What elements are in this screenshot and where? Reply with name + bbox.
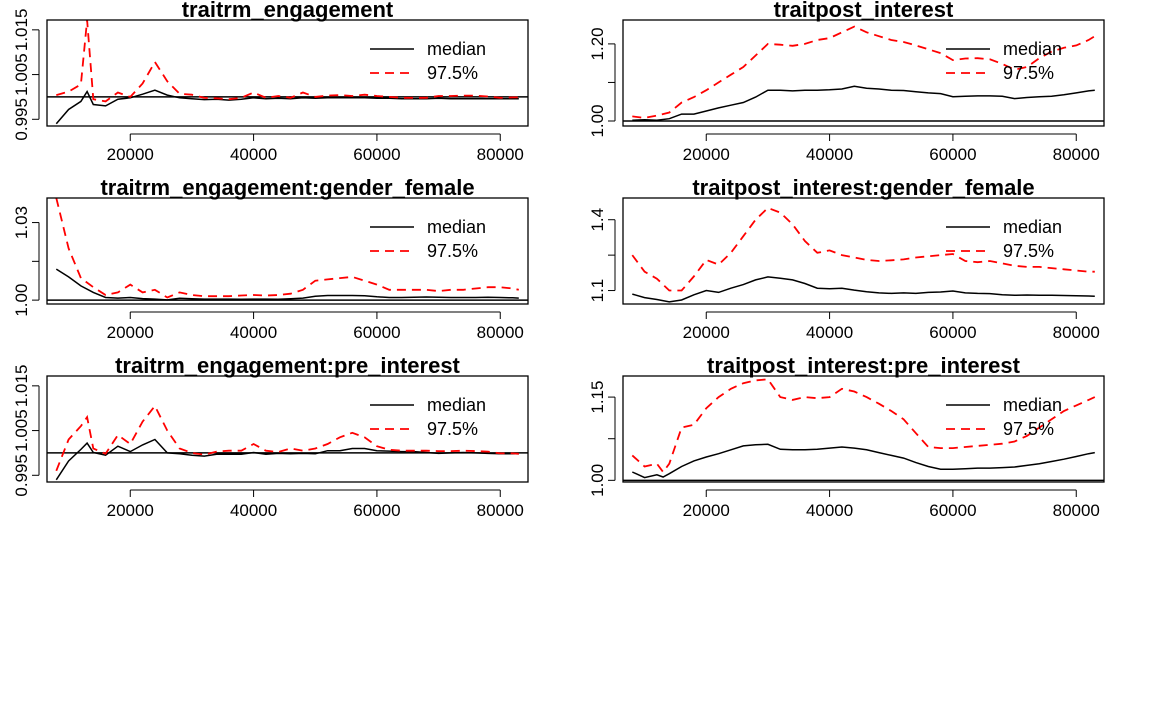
x-tick-label: 60000 [929,501,976,520]
series-median-line [632,276,1095,303]
series-97-5-line [631,378,1096,474]
panel-title: traitpost_interest:gender_female [692,175,1034,200]
legend-median-label: median [1003,217,1062,237]
y-tick-label: 1.005 [12,409,31,452]
series-97-5-line [55,404,519,472]
y-tick-label: 1.20 [588,27,607,60]
x-tick-label: 80000 [1053,501,1100,520]
x-tick-label: 20000 [683,145,730,164]
legend-median-label: median [1003,39,1062,59]
x-tick-label: 20000 [107,323,154,342]
x-tick-label: 40000 [230,323,277,342]
legend-97-5-label: 97.5% [427,241,478,261]
panel-traitrm-engagement: traitrm_engagement 20000 40000 60000 80000 0.… [12,0,529,164]
plot-frame [622,375,1105,483]
panel-title: traitpost_interest:pre_interest [707,353,1021,378]
legend-median-label: median [427,39,486,59]
x-tick-label: 80000 [477,145,524,164]
plot-frame [46,197,529,305]
legend-median-label: median [427,395,486,415]
plot-frame [46,19,529,127]
plot-frame [622,197,1105,305]
panel-traitpost-interest: traitpost_interest 20000 40000 60000 80000 1.… [588,0,1105,164]
series-97-5-line [631,206,1095,292]
y-tick-label: 0.995 [12,98,31,141]
y-tick-label: 1.00 [588,104,607,137]
plot-area [47,20,528,125]
legend-97-5-label: 97.5% [1003,241,1054,261]
series-median-line [632,85,1095,121]
x-tick-label: 80000 [477,501,524,520]
plot-area [623,25,1104,122]
x-tick-label: 60000 [353,145,400,164]
legend-median-label: median [1003,395,1062,415]
y-tick-label: 1.015 [12,365,31,408]
x-tick-label: 20000 [107,501,154,520]
panel-traitpost-interest-pre-interest: traitpost_interest:pre_interest 20000 4000… [588,353,1105,520]
y-tick-label: 1.00 [12,284,31,317]
x-tick-label: 40000 [806,501,853,520]
x-tick-label: 20000 [683,501,730,520]
panel-title: traitrm_engagement:gender_female [100,175,474,200]
panel-traitpost-interest-gender-female: traitpost_interest:gender_female 20000 400… [588,175,1105,342]
plot-area [47,198,528,301]
legend-median-label: median [427,217,486,237]
y-tick-label: 1.15 [588,381,607,414]
y-tick-label: 0.995 [12,454,31,497]
y-tick-label: 1.015 [12,9,31,52]
x-tick-label: 80000 [1053,145,1100,164]
x-tick-label: 40000 [230,501,277,520]
series-97-5-line [632,25,1096,119]
x-tick-label: 20000 [107,145,154,164]
y-tick-label: 1.4 [588,208,607,232]
x-tick-label: 60000 [929,145,976,164]
series-median-line [55,268,519,301]
panel-title: traitrm_engagement [182,0,394,22]
y-tick-label: 1.03 [12,206,31,239]
y-tick-label: 1.00 [588,464,607,497]
series-median-line [55,89,519,125]
plot-area [623,378,1104,482]
series-median-line [631,443,1095,479]
y-tick-label: 1.1 [588,279,607,303]
plot-frame [46,375,529,483]
y-tick-label: 1.005 [12,53,31,96]
plot-frame [622,19,1105,127]
plot-area [47,404,528,481]
panel-title: traitpost_interest [774,0,954,22]
x-tick-label: 60000 [353,323,400,342]
panel-traitrm-engagement-pre-interest: traitrm_engagement:pre_interest 20000 4000… [12,353,529,520]
x-tick-label: 40000 [230,145,277,164]
x-tick-label: 80000 [1053,323,1100,342]
x-tick-label: 20000 [683,323,730,342]
legend-97-5-label: 97.5% [1003,63,1054,83]
series-97-5-line [56,20,519,103]
legend-97-5-label: 97.5% [1003,419,1054,439]
x-tick-label: 40000 [806,323,853,342]
panel-traitrm-engagement-gender-female: traitrm_engagement:gender_female 20000 400… [12,175,529,342]
legend-97-5-label: 97.5% [427,63,478,83]
series-median-line [55,438,519,481]
panel-title: traitrm_engagement:pre_interest [115,353,460,378]
legend-97-5-label: 97.5% [427,419,478,439]
x-tick-label: 60000 [353,501,400,520]
x-tick-label: 40000 [806,145,853,164]
series-97-5-line [55,198,519,299]
plot-area [631,206,1095,303]
x-tick-label: 60000 [929,323,976,342]
x-tick-label: 80000 [477,323,524,342]
